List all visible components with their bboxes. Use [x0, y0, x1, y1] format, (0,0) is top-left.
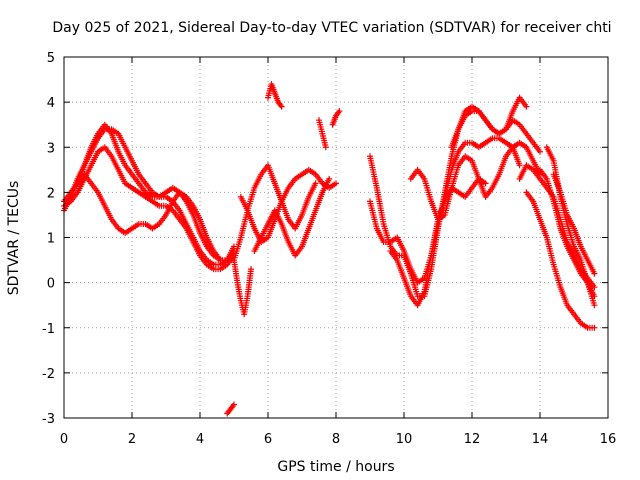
y-tick-label: 2: [47, 186, 55, 201]
y-tick-label: -3: [42, 412, 55, 427]
series-track-17: [448, 103, 543, 155]
series-track-6: [237, 166, 339, 246]
x-axis-label: GPS time / hours: [277, 459, 394, 475]
y-axis-label: SDTVAR / TECUs: [6, 181, 22, 296]
y-tick-label: -2: [42, 367, 55, 382]
y-tick-label: 3: [47, 141, 55, 156]
series-track-19: [523, 189, 598, 331]
x-tick-label: 14: [532, 432, 549, 447]
series-track-20: [537, 166, 598, 300]
data-point: [591, 270, 598, 277]
x-tick-label: 4: [196, 432, 204, 447]
series-track-3: [61, 171, 237, 264]
data-point: [231, 401, 237, 408]
series-track-4: [74, 121, 224, 264]
data-point: [333, 180, 339, 187]
y-tick-label: -1: [42, 322, 55, 337]
data-point: [278, 103, 285, 110]
y-tick-label: 5: [47, 51, 55, 66]
data-point: [336, 108, 343, 115]
series-track-11: [316, 117, 329, 151]
x-tick-label: 2: [128, 432, 136, 447]
data-point: [312, 180, 319, 187]
x-tick-label: 8: [332, 432, 340, 447]
data-layer: [61, 81, 598, 417]
series-track-7: [251, 175, 333, 259]
data-point: [523, 103, 530, 110]
data-point: [516, 162, 523, 169]
x-tick-label: 12: [464, 432, 481, 447]
x-tick-label: 6: [264, 432, 272, 447]
series-track-9: [224, 401, 237, 417]
y-tick-label: 0: [47, 277, 55, 292]
series-track-16: [407, 144, 523, 223]
data-point: [482, 180, 489, 187]
grid: [64, 57, 608, 418]
data-point: [322, 144, 329, 151]
y-tick-label: 1: [47, 232, 55, 247]
series-track-12: [329, 108, 343, 128]
data-point: [217, 257, 224, 264]
series-track-2: [61, 144, 237, 273]
x-tick-label: 10: [396, 432, 413, 447]
data-point: [591, 284, 598, 291]
series-track-10: [265, 81, 285, 110]
x-tick-label: 16: [600, 432, 617, 447]
data-point: [591, 324, 598, 331]
data-point: [248, 266, 254, 273]
data-point: [326, 175, 333, 182]
data-point: [537, 148, 543, 155]
data-point: [591, 302, 598, 309]
series-track-8: [231, 257, 254, 318]
y-tick-label: 4: [47, 96, 55, 111]
series-track-22: [550, 171, 598, 277]
chart-title: Day 025 of 2021, Sidereal Day-to-day VTE…: [52, 20, 611, 36]
x-tick-label: 0: [60, 432, 68, 447]
